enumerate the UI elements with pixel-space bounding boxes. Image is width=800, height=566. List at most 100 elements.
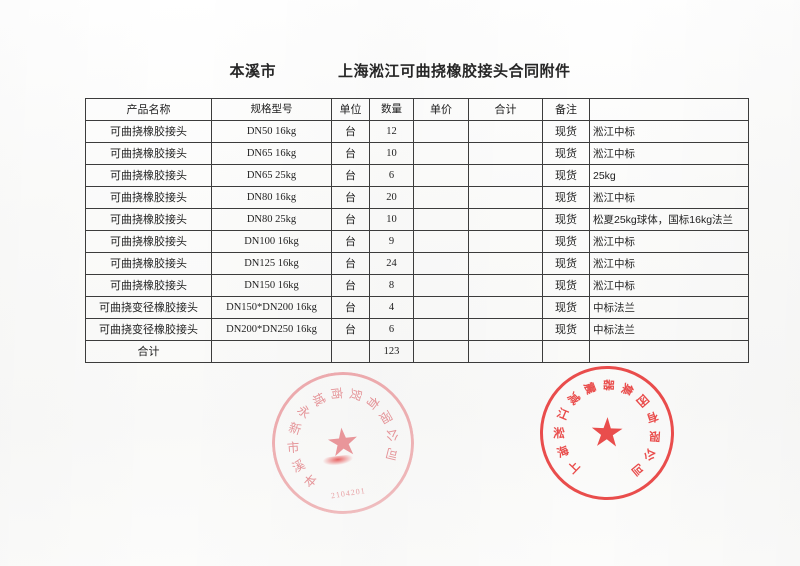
cell-note: 淞江中标	[589, 252, 749, 275]
cell-total	[468, 120, 543, 143]
cell-remark: 现货	[542, 318, 590, 341]
total-cell-note	[589, 340, 749, 363]
cell-unit: 台	[331, 164, 370, 187]
cell-spec: DN65 25kg	[211, 164, 332, 187]
title-main: 上海淞江可曲挠橡胶接头合同附件	[338, 62, 571, 80]
cell-unit-price	[413, 208, 469, 231]
cell-quantity: 9	[369, 230, 414, 253]
cell-unit-price	[413, 318, 469, 341]
table-total-row: 合计 123	[85, 340, 749, 363]
table-row: 可曲挠变径橡胶接头 DN150*DN200 16kg 台 4 现货 中标法兰	[85, 296, 749, 319]
cell-note: 淞江中标	[589, 120, 749, 143]
cell-unit-price	[413, 252, 469, 275]
table-row: 可曲挠变径橡胶接头 DN200*DN250 16kg 台 6 现货 中标法兰	[85, 318, 749, 341]
cell-spec: DN125 16kg	[211, 252, 332, 275]
cell-spec: DN50 16kg	[211, 120, 332, 143]
cell-unit-price	[413, 142, 469, 165]
cell-total	[468, 164, 543, 187]
cell-total	[468, 230, 543, 253]
cell-spec: DN150 16kg	[211, 274, 332, 297]
cell-note: 淞江中标	[589, 186, 749, 209]
buyer-stamp-code: 2104201	[330, 486, 367, 501]
seller-stamp-ring-text: 上海淞江减震器集团有限公司	[553, 379, 662, 479]
cell-remark: 现货	[542, 296, 590, 319]
cell-note: 淞江中标	[589, 230, 749, 253]
cell-unit: 台	[331, 142, 370, 165]
cell-total	[468, 252, 543, 275]
col-header-note	[589, 98, 749, 121]
table-row: 可曲挠橡胶接头 DN50 16kg 台 12 现货 淞江中标	[85, 120, 749, 143]
cell-quantity: 20	[369, 186, 414, 209]
total-cell-product-name: 合计	[85, 340, 212, 363]
cell-spec: DN150*DN200 16kg	[211, 296, 332, 319]
cell-note: 中标法兰	[589, 318, 749, 341]
cell-unit: 台	[331, 230, 370, 253]
cell-remark: 现货	[542, 274, 590, 297]
cell-total	[468, 274, 543, 297]
contract-table-container: 产品名称 规格型号 单位 数量 单价 合计 备注 可曲挠橡胶接头 DN50 16k…	[85, 98, 749, 363]
cell-unit-price	[413, 230, 469, 253]
table-row: 可曲挠橡胶接头 DN65 16kg 台 10 现货 淞江中标	[85, 142, 749, 165]
cell-quantity: 8	[369, 274, 414, 297]
table-header-row: 产品名称 规格型号 单位 数量 单价 合计 备注	[85, 98, 749, 121]
total-cell-unit-price	[413, 340, 469, 363]
cell-note: 松夏25kg球体，国标16kg法兰	[589, 208, 749, 231]
table-row: 可曲挠橡胶接头 DN100 16kg 台 9 现货 淞江中标	[85, 230, 749, 253]
cell-remark: 现货	[542, 230, 590, 253]
cell-total	[468, 318, 543, 341]
cell-spec: DN65 16kg	[211, 142, 332, 165]
total-cell-unit	[331, 340, 370, 363]
table-body: 可曲挠橡胶接头 DN50 16kg 台 12 现货 淞江中标 可曲挠橡胶接头 DN65 16k…	[85, 120, 749, 363]
cell-unit: 台	[331, 274, 370, 297]
cell-remark: 现货	[542, 142, 590, 165]
document-title: 本溪市 上海淞江可曲挠橡胶接头合同附件	[0, 60, 800, 81]
col-header-product-name: 产品名称	[85, 98, 212, 121]
cell-total	[468, 296, 543, 319]
cell-product-name: 可曲挠橡胶接头	[85, 208, 212, 231]
cell-product-name: 可曲挠变径橡胶接头	[85, 296, 212, 319]
col-header-unit: 单位	[331, 98, 370, 121]
table-row: 可曲挠橡胶接头 DN80 25kg 台 10 现货 松夏25kg球体，国标16kg法兰	[85, 208, 749, 231]
cell-note: 中标法兰	[589, 296, 749, 319]
table-header: 产品名称 规格型号 单位 数量 单价 合计 备注	[85, 98, 749, 121]
cell-note: 淞江中标	[589, 142, 749, 165]
col-header-quantity: 数量	[369, 98, 414, 121]
cell-quantity: 24	[369, 252, 414, 275]
cell-unit: 台	[331, 120, 370, 143]
cell-spec: DN80 16kg	[211, 186, 332, 209]
cell-product-name: 可曲挠橡胶接头	[85, 142, 212, 165]
cell-remark: 现货	[542, 120, 590, 143]
star-icon: ★	[588, 410, 626, 456]
cell-unit: 台	[331, 186, 370, 209]
cell-remark: 现货	[542, 164, 590, 187]
total-cell-total	[468, 340, 543, 363]
table-row: 可曲挠橡胶接头 DN65 25kg 台 6 现货 25kg	[85, 164, 749, 187]
cell-product-name: 可曲挠橡胶接头	[85, 252, 212, 275]
cell-spec: DN80 25kg	[211, 208, 332, 231]
cell-product-name: 可曲挠橡胶接头	[85, 120, 212, 143]
cell-product-name: 可曲挠橡胶接头	[85, 274, 212, 297]
cell-quantity: 12	[369, 120, 414, 143]
cell-unit: 台	[331, 318, 370, 341]
cell-unit-price	[413, 186, 469, 209]
col-header-remark: 备注	[542, 98, 590, 121]
cell-spec: DN100 16kg	[211, 230, 332, 253]
cell-spec: DN200*DN250 16kg	[211, 318, 332, 341]
total-cell-spec	[211, 340, 332, 363]
cell-quantity: 4	[369, 296, 414, 319]
col-header-total: 合计	[468, 98, 543, 121]
cell-unit-price	[413, 164, 469, 187]
table-row: 可曲挠橡胶接头 DN150 16kg 台 8 现货 淞江中标	[85, 274, 749, 297]
col-header-spec: 规格型号	[211, 98, 332, 121]
cell-note: 淞江中标	[589, 274, 749, 297]
table-row: 可曲挠橡胶接头 DN80 16kg 台 20 现货 淞江中标	[85, 186, 749, 209]
cell-total	[468, 142, 543, 165]
cell-unit: 台	[331, 252, 370, 275]
total-cell-quantity: 123	[369, 340, 414, 363]
cell-product-name: 可曲挠橡胶接头	[85, 164, 212, 187]
cell-quantity: 6	[369, 164, 414, 187]
total-cell-remark	[542, 340, 590, 363]
cell-unit: 台	[331, 296, 370, 319]
cell-quantity: 10	[369, 142, 414, 165]
table-row: 可曲挠橡胶接头 DN125 16kg 台 24 现货 淞江中标	[85, 252, 749, 275]
